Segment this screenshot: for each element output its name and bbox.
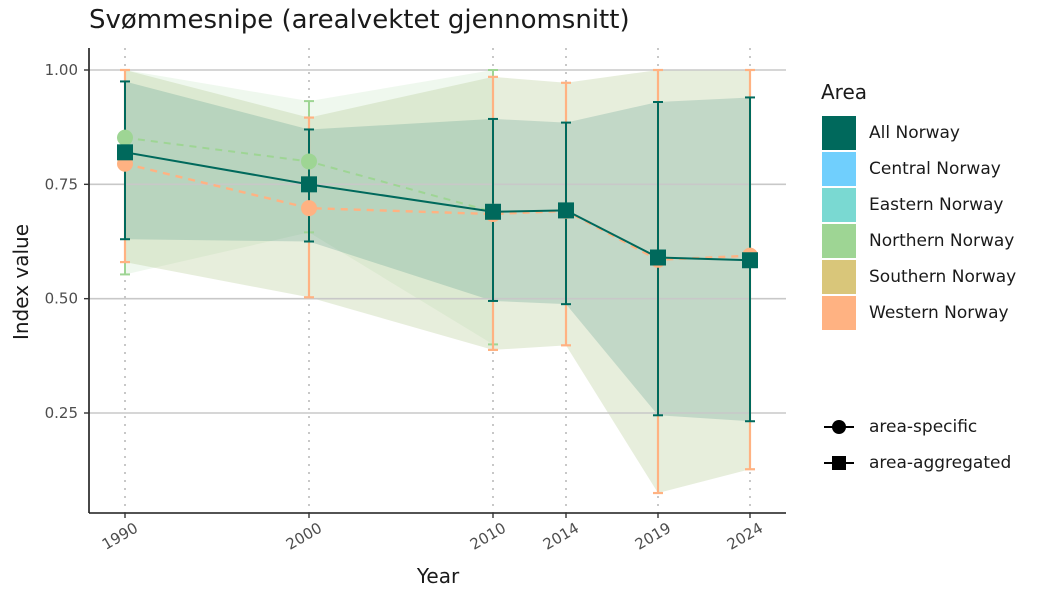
legend-shape-item: area-aggregated <box>822 451 1042 475</box>
data-point-circle <box>301 153 317 170</box>
series-points <box>117 129 758 269</box>
legend-swatch <box>822 116 856 150</box>
data-point-square <box>301 176 317 193</box>
legend-label: All Norway <box>869 123 960 143</box>
x-tick-label: 2014 <box>540 519 582 554</box>
series-line <box>124 162 751 262</box>
data-point-square <box>117 144 133 161</box>
legend-label: Eastern Norway <box>869 195 1004 215</box>
legend-swatch <box>822 224 856 258</box>
legend-shape-label: area-specific <box>869 417 978 437</box>
legend-item: Eastern Norway <box>822 188 1042 222</box>
data-point-square <box>558 202 574 219</box>
x-tick-label: 2010 <box>467 519 509 554</box>
x-tick-label: 2024 <box>724 519 766 554</box>
x-tick-label: 1990 <box>99 519 141 554</box>
legend-label: Western Norway <box>869 303 1009 323</box>
y-axis-label: Index value <box>9 224 33 340</box>
data-point-square <box>650 249 666 266</box>
legend-swatch <box>822 260 856 294</box>
chart-title: Svømmesnipe (arealvektet gjennomsnitt) <box>89 5 630 35</box>
error-bars <box>120 68 755 495</box>
confidence-bands <box>125 70 750 494</box>
data-point-circle <box>117 129 133 146</box>
confidence-band <box>125 81 750 422</box>
series-line <box>124 151 751 262</box>
y-tick-label: 0.75 <box>45 175 78 193</box>
y-tick-label: 0.25 <box>45 404 78 422</box>
y-tick-label: 0.50 <box>45 290 78 308</box>
data-point-circle <box>301 200 317 217</box>
legend-label: Central Norway <box>869 159 1001 179</box>
legend-shape-item: area-specific <box>822 415 1042 439</box>
x-axis-label: Year <box>416 564 460 588</box>
legend-swatch <box>822 188 856 222</box>
legend-title: Area <box>821 80 868 104</box>
confidence-band <box>125 70 750 494</box>
legend-item: Southern Norway <box>822 260 1042 294</box>
legend-label: Southern Norway <box>869 267 1017 287</box>
legend-label: Northern Norway <box>869 231 1015 251</box>
legend-item: All Norway <box>822 116 1042 150</box>
legend-item: Central Norway <box>822 152 1042 186</box>
x-tick-label: 2000 <box>283 519 325 554</box>
y-tick-label: 1.00 <box>45 61 78 79</box>
x-tick-label: 2019 <box>632 519 674 554</box>
legend-swatch <box>822 152 856 186</box>
square-marker-icon <box>824 456 854 470</box>
circle-marker-icon <box>824 420 854 434</box>
legend-shape-label: area-aggregated <box>869 453 1012 473</box>
legend-swatch <box>822 296 856 330</box>
legend-item: Western Norway <box>822 296 1042 330</box>
legend-item: Northern Norway <box>822 224 1042 258</box>
data-point-square <box>742 252 758 269</box>
axes <box>84 48 786 518</box>
data-point-square <box>485 203 501 220</box>
